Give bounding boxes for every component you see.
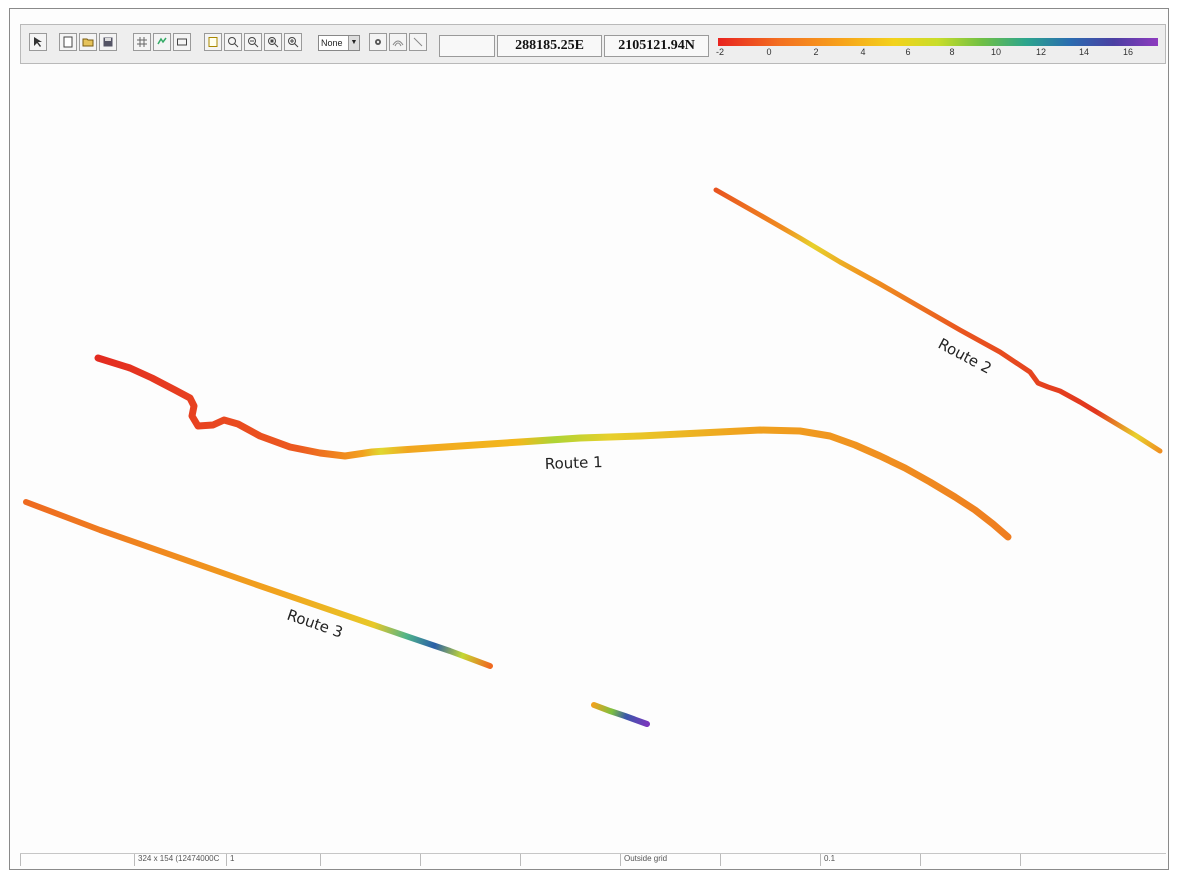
route-1-line[interactable] — [94, 354, 1012, 541]
rectangle-select-icon[interactable] — [173, 33, 191, 51]
layers-icon[interactable] — [153, 33, 171, 51]
zoom-in-icon[interactable] — [284, 33, 302, 51]
color-scale-tick: 8 — [949, 47, 955, 57]
status-cell — [720, 854, 820, 866]
status-cell — [1020, 854, 1114, 866]
tool-group-select — [29, 33, 47, 53]
color-scale-bar — [718, 38, 1158, 46]
status-cell — [520, 854, 620, 866]
color-scale-ticks: -2 0 2 4 6 8 10 12 14 16 — [715, 47, 1158, 59]
route-3-line[interactable] — [23, 499, 493, 669]
tool-group-zoom — [204, 33, 302, 53]
toolbar: None ▼ 288185.25E 2105121.94N -2 0 2 4 6… — [20, 24, 1166, 64]
status-cell — [420, 854, 520, 866]
status-grid-size: 324 x 154 (12474000C — [134, 854, 226, 866]
color-scale-tick: 12 — [1035, 47, 1047, 57]
status-grid-state: Outside grid — [620, 854, 720, 866]
tool-group-view — [133, 33, 191, 53]
color-scale-tick: 4 — [860, 47, 866, 57]
properties-icon[interactable] — [204, 33, 222, 51]
color-scale-tick: -2 — [715, 47, 725, 57]
color-scale-tick: 2 — [813, 47, 819, 57]
track-segment[interactable] — [591, 702, 650, 727]
route-2-line[interactable] — [713, 187, 1163, 454]
open-folder-icon[interactable] — [79, 33, 97, 51]
grid-icon[interactable] — [133, 33, 151, 51]
color-scale-tick: 14 — [1078, 47, 1090, 57]
settings-icon[interactable] — [369, 33, 387, 51]
zoom-extent-icon[interactable] — [264, 33, 282, 51]
status-value: 0.1 — [820, 854, 920, 866]
save-icon[interactable] — [99, 33, 117, 51]
map-canvas[interactable]: Route 1 Route 2 Route 3 — [10, 66, 1168, 852]
status-cell — [20, 854, 134, 866]
pointer-tool-icon[interactable] — [29, 33, 47, 51]
line-icon[interactable] — [409, 33, 427, 51]
status-cell — [320, 854, 420, 866]
layer-select-value: None — [321, 38, 343, 48]
tool-group-draw — [369, 33, 427, 53]
color-scale-tick: 6 — [905, 47, 911, 57]
color-scale-tick: 0 — [766, 47, 772, 57]
new-file-icon[interactable] — [59, 33, 77, 51]
status-bar: 324 x 154 (12474000C 1 Outside grid 0.1 — [20, 853, 1166, 866]
color-scale-tick: 16 — [1122, 47, 1134, 57]
contour-icon[interactable] — [389, 33, 407, 51]
blank-readout — [439, 35, 495, 57]
zoom-icon[interactable] — [224, 33, 242, 51]
route-1-label: Route 1 — [545, 453, 603, 473]
status-cell — [920, 854, 1020, 866]
color-scale-tick: 10 — [990, 47, 1002, 57]
northing-readout: 2105121.94N — [604, 35, 709, 57]
zoom-out-icon[interactable] — [244, 33, 262, 51]
status-cell: 1 — [226, 854, 320, 866]
tool-group-file — [59, 33, 117, 53]
chevron-down-icon: ▼ — [348, 36, 359, 50]
layer-select[interactable]: None ▼ — [318, 35, 360, 51]
easting-readout: 288185.25E — [497, 35, 602, 57]
route-2-label: Route 2 — [935, 335, 995, 378]
